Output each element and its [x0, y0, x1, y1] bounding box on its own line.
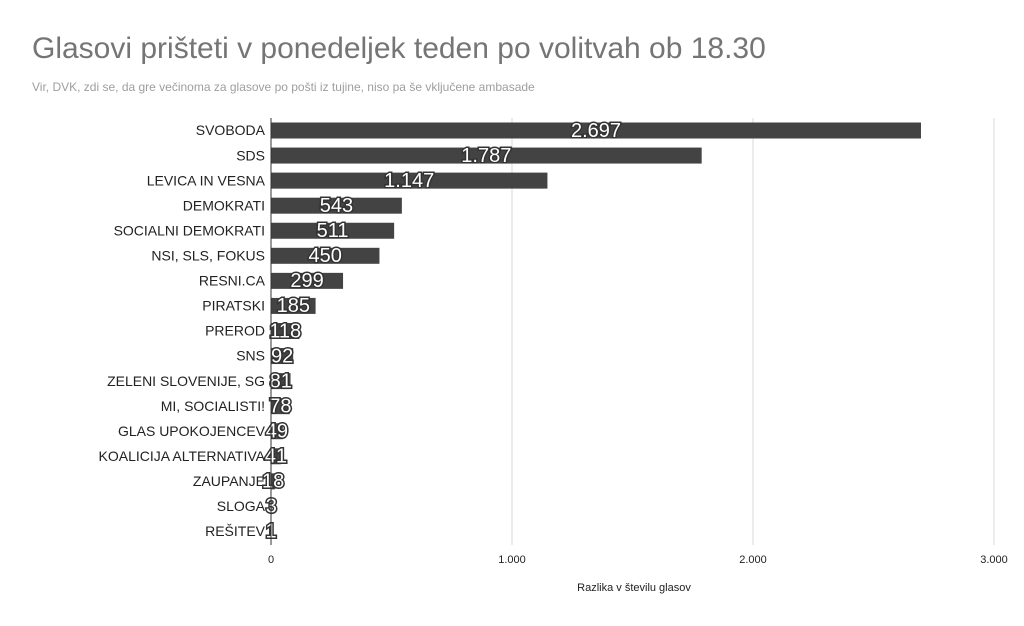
bar — [271, 373, 291, 390]
data-label: 1.787 — [461, 145, 511, 167]
y-tick-label: LEVICA IN VESNA — [147, 172, 266, 188]
x-tick-label: 0 — [268, 554, 274, 566]
bar — [271, 147, 702, 164]
data-label: 2.697 — [571, 120, 621, 142]
y-tick-label: KOALICIJA ALTERNATIVA — [99, 448, 266, 464]
x-tick-label: 2.000 — [739, 554, 767, 566]
bar — [271, 222, 395, 239]
data-label: 450 — [309, 245, 342, 267]
x-tick-label: 3.000 — [980, 554, 1008, 566]
y-tick-label: MI, SOCIALISTI! — [161, 398, 265, 414]
y-tick-label: RESNI.CA — [199, 273, 266, 289]
bar — [271, 172, 548, 189]
bar — [271, 247, 380, 264]
y-tick-label: PIRATSKI — [202, 298, 265, 314]
data-label: 299 — [290, 270, 323, 292]
y-tick-label: SOCIALNI DEMOKRATI — [114, 222, 265, 238]
data-label: 118 — [269, 320, 301, 342]
bar — [271, 297, 316, 314]
data-label: 185 — [277, 295, 310, 317]
x-axis-label: Razlika v številu glasov — [577, 582, 691, 594]
bar — [271, 197, 402, 214]
chart-title: Glasovi prišteti v ponedeljek teden po v… — [32, 32, 766, 65]
y-tick-label: SNS — [236, 348, 265, 364]
data-label: 49 — [266, 421, 288, 443]
y-tick-label: REŠITEV — [205, 523, 266, 539]
bar — [271, 322, 300, 339]
y-tick-label: SVOBODA — [196, 122, 266, 138]
y-tick-label: SLOGA — [217, 498, 266, 514]
bar — [271, 398, 290, 415]
y-tick-label: DEMOKRATI — [183, 197, 265, 213]
data-label: 92 — [271, 345, 293, 367]
chart-subtitle: Vir, DVK, zdi se, da gre večinoma za gla… — [32, 80, 535, 94]
bar — [271, 122, 921, 139]
y-tick-label: ZAUPANJE — [193, 473, 265, 489]
data-label: 543 — [320, 195, 353, 217]
y-tick-label: PREROD — [205, 323, 265, 339]
data-label: 78 — [269, 395, 291, 417]
y-tick-label: SDS — [236, 147, 265, 163]
bar — [271, 272, 344, 289]
bar — [271, 448, 281, 465]
y-tick-label: ZELENI SLOVENIJE, SG — [107, 373, 265, 389]
data-label: 511 — [317, 220, 349, 242]
bar — [271, 348, 294, 365]
data-label: 81 — [270, 370, 292, 392]
y-tick-label: GLAS UPOKOJENCEV — [118, 423, 266, 439]
bar — [271, 423, 283, 440]
data-label: 41 — [265, 446, 287, 468]
y-tick-label: NSI, SLS, FOKUS — [151, 248, 265, 264]
data-label: 18 — [262, 471, 284, 493]
data-label: 1.147 — [384, 170, 434, 192]
bar — [271, 473, 276, 490]
x-tick-label: 1.000 — [498, 554, 526, 566]
